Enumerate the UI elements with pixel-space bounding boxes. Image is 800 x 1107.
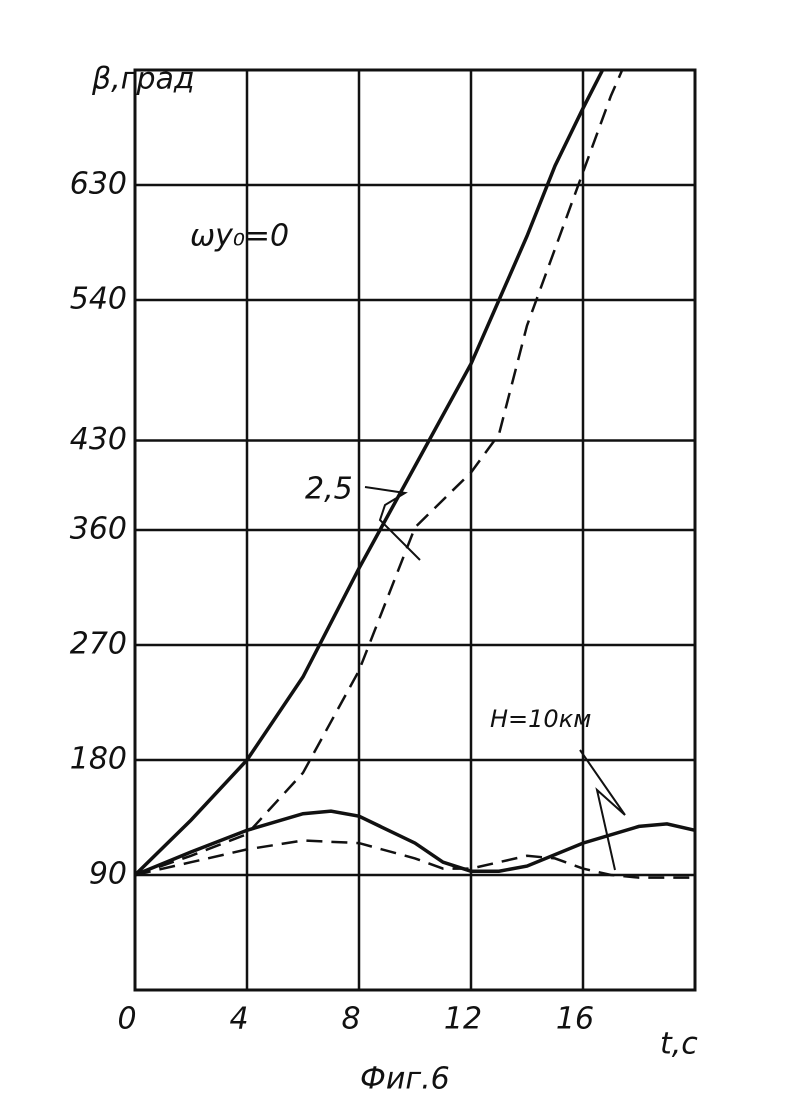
x-tick-label: 0 [117, 1002, 136, 1037]
y-tick-label: 430 [70, 422, 127, 457]
x-axis-label: t,c [660, 1027, 698, 1062]
y-tick-label: 270 [70, 627, 127, 662]
annotation: H=10км [490, 705, 591, 733]
chart: β,град t,c Фиг.6 ωy₀=0 2,5 H=10км 90 180 2… [0, 0, 800, 1107]
leader-line [580, 750, 625, 870]
data-line [135, 70, 622, 875]
x-tick-label: 16 [556, 1002, 594, 1037]
leader-line [365, 487, 420, 560]
caption: Фиг.6 [360, 1062, 450, 1097]
x-tick-label: 8 [341, 1002, 360, 1037]
data-line [135, 811, 695, 875]
data-line [135, 70, 603, 875]
y-tick-label: 360 [70, 512, 127, 547]
annotation: ωy₀=0 [190, 219, 289, 254]
annotation: 2,5 [305, 472, 353, 507]
y-tick-label: 90 [89, 857, 127, 892]
y-tick-label: 540 [70, 282, 127, 317]
y-axis-label: β,град [91, 62, 195, 97]
y-tick-label: 630 [70, 167, 127, 202]
x-tick-label: 4 [229, 1002, 248, 1037]
x-tick-label: 12 [444, 1002, 482, 1037]
leaders [365, 487, 625, 870]
y-tick-label: 180 [70, 742, 127, 777]
